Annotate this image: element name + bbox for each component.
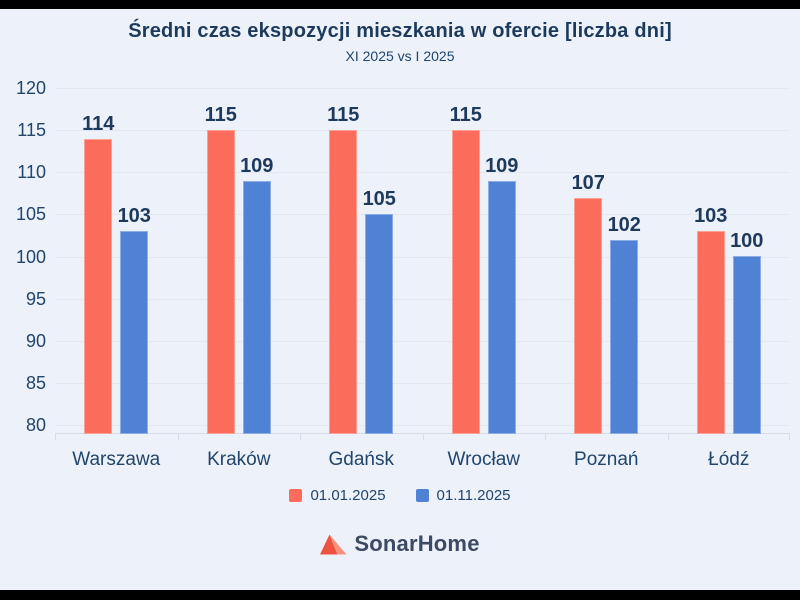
y-tick-label-95: 95 xyxy=(25,288,46,309)
gridline-80 xyxy=(55,425,790,426)
bar-01.11.2025-kraków xyxy=(242,181,271,434)
legend: 01.01.2025 01.11.2025 xyxy=(0,487,800,504)
bar-value-label: 109 xyxy=(485,155,519,177)
y-tick-label-90: 90 xyxy=(25,330,46,351)
bar-01.11.2025-poznań xyxy=(610,240,639,434)
category-group-warszawa: 114 103 Warszawa xyxy=(55,88,178,470)
bar-value-label: 114 xyxy=(82,113,115,135)
bar-01.01.2025-poznań xyxy=(574,198,603,434)
bar-value-label: 109 xyxy=(240,155,274,177)
category-group-poznań: 107 102 Poznań xyxy=(545,88,668,470)
legend-swatch-icon xyxy=(415,489,429,502)
y-tick-label-120: 120 xyxy=(15,78,46,98)
x-axis-label-wrocław: Wrocław xyxy=(447,449,521,470)
gridline-120 xyxy=(55,88,790,89)
bar-01.01.2025-gdańsk xyxy=(329,130,358,434)
bar-01.11.2025-warszawa xyxy=(120,231,149,434)
sonarhome-triangle-icon xyxy=(320,534,347,554)
x-axis-label-łódź: Łódź xyxy=(708,449,750,470)
legend-swatch-icon xyxy=(289,489,303,502)
x-axis-label-poznań: Poznań xyxy=(574,449,639,470)
category-group-łódź: 103 100 Łódź xyxy=(668,88,791,470)
gridline-105 xyxy=(55,214,790,216)
bar-value-label: 102 xyxy=(607,214,641,236)
x-axis-tick xyxy=(300,434,301,440)
x-axis-label-gdańsk: Gdańsk xyxy=(328,449,394,470)
x-axis-tick xyxy=(668,434,669,440)
x-axis-label-warszawa: Warszawa xyxy=(72,449,161,470)
x-axis-label-kraków: Kraków xyxy=(207,449,271,470)
category-group-kraków: 115 109 Kraków xyxy=(178,88,301,470)
brand-name: SonarHome xyxy=(354,531,480,556)
bar-value-label: 115 xyxy=(449,104,482,126)
y-tick-label-115: 115 xyxy=(17,120,46,141)
chart-title: Średni czas ekspozycji mieszkania w ofer… xyxy=(128,20,672,42)
bar-01.01.2025-łódź xyxy=(696,231,725,434)
gridline-100 xyxy=(55,256,790,258)
bar-value-label: 103 xyxy=(694,205,728,227)
bar-01.01.2025-wrocław xyxy=(451,130,480,434)
legend-item-01.01.2025: 01.01.2025 xyxy=(289,487,386,504)
gridline-110 xyxy=(55,172,790,174)
x-axis-tick xyxy=(423,434,424,440)
chart-subtitle: XI 2025 vs I 2025 xyxy=(345,48,455,64)
category-group-gdańsk: 115 105 Gdańsk xyxy=(300,88,423,470)
bar-value-label: 115 xyxy=(204,104,237,126)
y-tick-label-80: 80 xyxy=(25,415,46,435)
x-axis-tick xyxy=(545,434,546,440)
gridline-90 xyxy=(55,340,790,342)
plot-area: 114 103 Warszawa 115 109 Kraków 115 105 Gdańsk 11… xyxy=(55,88,791,470)
bar-value-label: 105 xyxy=(362,188,396,210)
x-axis-tick xyxy=(789,434,790,440)
brand-logo: SonarHome xyxy=(0,531,800,557)
bar-value-label: 107 xyxy=(571,172,605,194)
bar-01.11.2025-gdańsk xyxy=(365,214,394,434)
bar-01.11.2025-łódź xyxy=(732,256,761,434)
x-axis-tick xyxy=(178,434,179,440)
x-axis-tick xyxy=(55,434,56,440)
legend-label: 01.01.2025 xyxy=(310,487,386,504)
legend-label: 01.11.2025 xyxy=(436,487,511,504)
y-tick-label-105: 105 xyxy=(15,204,46,225)
y-axis: 80 85 90 95 100 105 110 115 120 xyxy=(0,9,46,590)
bar-01.01.2025-kraków xyxy=(206,130,235,434)
y-tick-label-100: 100 xyxy=(15,246,46,267)
y-tick-label-85: 85 xyxy=(25,372,46,393)
gridline-95 xyxy=(55,298,790,300)
bar-value-label: 100 xyxy=(730,230,764,252)
bar-01.11.2025-wrocław xyxy=(487,181,516,434)
bar-value-label: 115 xyxy=(327,104,360,126)
y-tick-label-110: 110 xyxy=(17,162,46,183)
chart-canvas: Średni czas ekspozycji mieszkania w ofer… xyxy=(0,9,800,590)
bar-value-label: 103 xyxy=(117,205,151,227)
legend-item-01.11.2025: 01.11.2025 xyxy=(415,487,511,504)
gridline-115 xyxy=(55,130,790,132)
category-group-wrocław: 115 109 Wrocław xyxy=(423,88,546,470)
x-axis-line xyxy=(55,433,790,434)
gridline-85 xyxy=(55,382,790,384)
bar-01.01.2025-warszawa xyxy=(84,139,113,434)
